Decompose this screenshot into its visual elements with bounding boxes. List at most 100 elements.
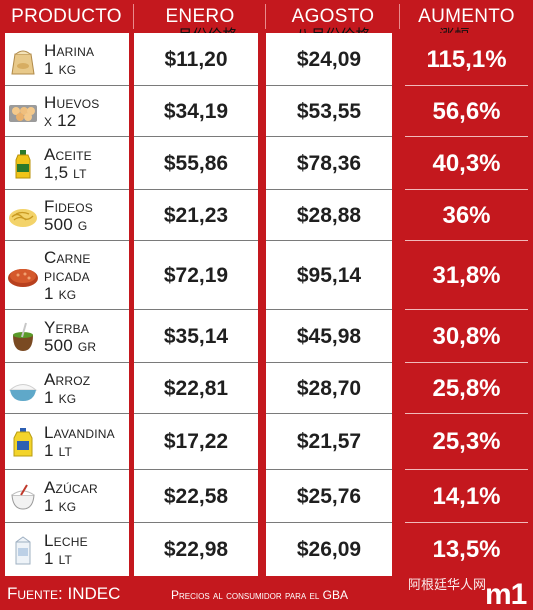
row-divider — [134, 413, 258, 414]
table-row: Leche 1 lt — [5, 523, 129, 576]
product-name: Huevos x 12 — [44, 92, 100, 130]
table-row: $24,09 — [266, 33, 392, 86]
header-aumento-label: AUMENTO — [418, 5, 515, 27]
table-row: 25,8% — [405, 363, 528, 414]
ground-meat-icon — [8, 268, 38, 287]
row-divider — [405, 189, 528, 190]
header-producto-label: PRODUCTO — [11, 5, 122, 27]
row-divider — [5, 522, 129, 523]
product-name-line: picada — [44, 265, 90, 285]
product-name-line: 1 lt — [44, 548, 73, 568]
row-divider — [405, 309, 528, 310]
product-name-line: Azúcar — [44, 477, 98, 497]
product-name-line: 1 kg — [44, 283, 77, 303]
header-producto: PRODUCTO — [0, 0, 133, 33]
product-cell: Aceite 1,5 lt — [5, 137, 129, 190]
table-row: $22,98 — [134, 523, 258, 576]
table-row: $35,14 — [134, 310, 258, 363]
milk-carton-icon — [15, 535, 31, 564]
rice-bowl-icon — [8, 383, 38, 401]
table-row: 25,3% — [405, 414, 528, 470]
header-aumento: AUMENTO 涨幅 — [400, 0, 533, 45]
oil-bottle-icon — [15, 149, 31, 178]
product-name-line: 1 kg — [44, 387, 77, 407]
row-divider — [266, 136, 392, 137]
mate-gourd-icon — [13, 322, 33, 351]
product-name: Harina 1 kg — [44, 41, 94, 78]
aumento-column: 115,1% 56,6% 40,3% 36% 31,8% 30,8% 25,8% 25,3% 1… — [405, 33, 528, 576]
product-cell: Azúcar 1 kg — [5, 470, 129, 523]
producto-column: Harina 1 kg Huevos x 12 Aceite 1,5 lt Fideos 50… — [5, 33, 129, 576]
table-row: $26,09 — [266, 523, 392, 576]
row-divider — [5, 413, 129, 414]
table-row: 36% — [405, 190, 528, 241]
footer-note: Precios al consumidor para el GBA — [171, 588, 349, 602]
row-divider — [266, 522, 392, 523]
enero-price: $21,23 — [163, 203, 229, 227]
product-cell: Fideos 500 g — [5, 190, 129, 241]
row-divider — [405, 136, 528, 137]
product-name: Azúcar 1 kg — [44, 477, 98, 515]
product-name-line: Aceite — [44, 144, 92, 164]
row-divider — [5, 362, 129, 363]
product-cell: Leche 1 lt — [5, 523, 129, 576]
table-row: Lavandina 1 lt — [5, 414, 129, 470]
aumento-percent: 25,3% — [432, 428, 501, 455]
row-divider — [405, 469, 528, 470]
table-row: Yerba 500 gr — [5, 310, 129, 363]
table-row: $45,98 — [266, 310, 392, 363]
row-divider — [5, 189, 129, 190]
table-row: $22,81 — [134, 363, 258, 414]
table-row: Harina 1 kg — [5, 33, 129, 86]
row-divider — [266, 309, 392, 310]
table-row: $78,36 — [266, 137, 392, 190]
row-divider — [405, 240, 528, 241]
aumento-percent: 56,6% — [432, 97, 501, 125]
table-row: $28,70 — [266, 363, 392, 414]
row-divider — [134, 189, 258, 190]
product-name-line: 1 kg — [44, 495, 77, 515]
header-enero-label: ENERO — [165, 5, 235, 27]
product-name-line: Lavandina — [44, 423, 115, 442]
pasta-bowl-icon — [9, 208, 37, 227]
table-row: 14,1% — [405, 470, 528, 523]
row-divider — [266, 362, 392, 363]
row-divider — [134, 522, 258, 523]
row-divider — [405, 362, 528, 363]
table-row: 31,8% — [405, 241, 528, 310]
agosto-price: $25,76 — [296, 484, 362, 508]
header-divider — [399, 4, 400, 29]
aumento-percent: 115,1% — [426, 45, 507, 73]
row-divider — [134, 469, 258, 470]
row-divider — [5, 85, 129, 86]
enero-price: $72,19 — [163, 263, 229, 287]
product-name-line: Huevos — [44, 92, 100, 112]
table-row: $53,55 — [266, 86, 392, 137]
agosto-price: $24,09 — [296, 47, 362, 71]
row-divider — [134, 85, 258, 86]
egg-carton-icon — [9, 104, 37, 122]
enero-price: $17,22 — [163, 430, 229, 453]
header-divider — [133, 4, 134, 29]
table-row: $25,76 — [266, 470, 392, 523]
agosto-price: $45,98 — [296, 324, 362, 348]
product-name-line: 500 gr — [44, 335, 97, 355]
table-row: $17,22 — [134, 414, 258, 470]
aumento-percent: 30,8% — [432, 322, 501, 350]
header-enero: ENERO 一月份价格 — [134, 0, 266, 45]
table-row: $72,19 — [134, 241, 258, 310]
product-name-line: 1 lt — [44, 441, 73, 460]
table-row: $34,19 — [134, 86, 258, 137]
footer: Fuente: INDEC Precios al consumidor para… — [0, 576, 533, 610]
product-name: Yerba 500 gr — [44, 318, 97, 355]
aumento-percent: 13,5% — [432, 535, 501, 563]
row-divider — [266, 85, 392, 86]
table-row: $95,14 — [266, 241, 392, 310]
table-row: 30,8% — [405, 310, 528, 363]
row-divider — [405, 85, 528, 86]
watermark: 阿根廷华人网 — [408, 578, 487, 593]
table-row: $21,57 — [266, 414, 392, 470]
aumento-percent: 25,8% — [432, 374, 501, 402]
row-divider — [405, 522, 528, 523]
